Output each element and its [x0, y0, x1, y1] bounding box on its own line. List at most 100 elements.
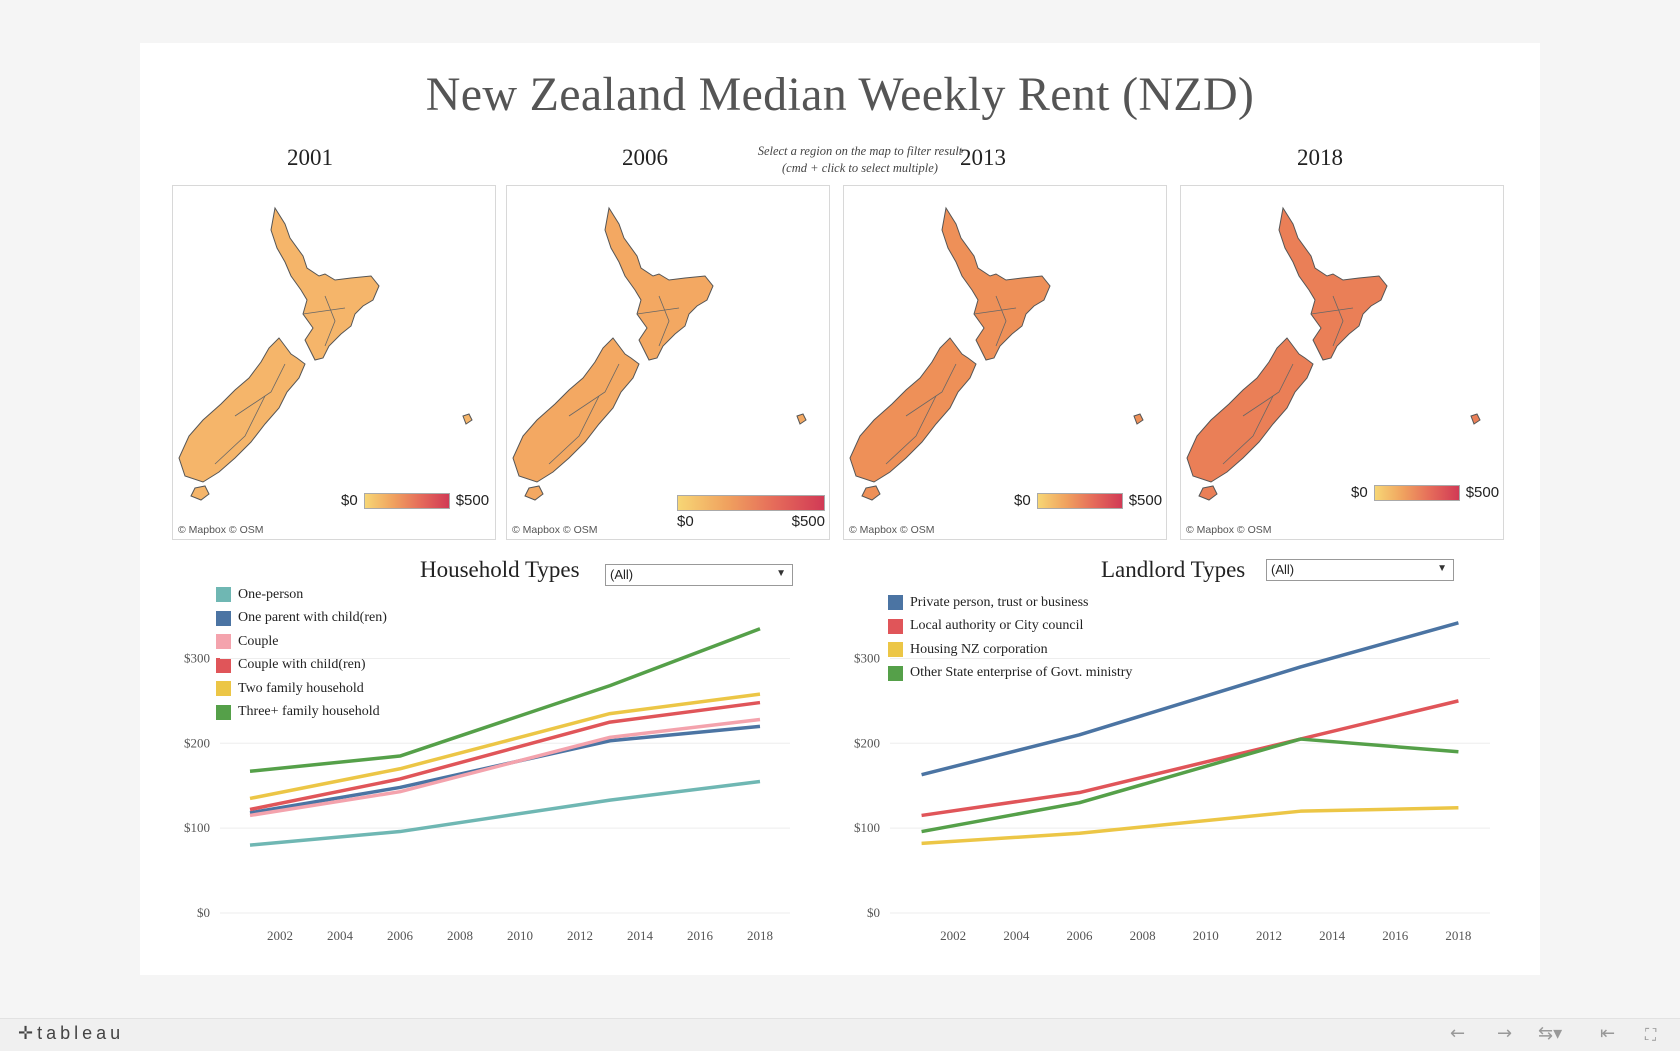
legend-label: Other State enterprise of Govt. ministry: [910, 665, 1133, 681]
color-gradient-bar: [363, 492, 450, 509]
y-tick-label: $300: [854, 650, 880, 665]
y-tick-label: $200: [854, 735, 880, 750]
map-year-label-2006: 2006: [622, 145, 668, 170]
legend-item[interactable]: Private person, trust or business: [888, 591, 1132, 615]
forward-arrow-icon[interactable]: →: [1497, 1023, 1513, 1044]
map-region-chatham-islands[interactable]: [796, 413, 807, 425]
map-region-stewart-island[interactable]: [861, 485, 881, 501]
filter-hint-line2: (cmd + click to select multiple): [782, 161, 938, 175]
x-tick-label: 2018: [747, 928, 773, 943]
series-line[interactable]: [249, 724, 761, 815]
map-region-stewart-island[interactable]: [190, 485, 210, 501]
fullscreen-icon[interactable]: ⛶: [1645, 1025, 1657, 1044]
map-panel-2018[interactable]: $0 $500 © Mapbox © OSM: [1180, 185, 1504, 540]
household-type-dropdown[interactable]: (All) ▼: [605, 564, 793, 586]
back-arrow-icon[interactable]: ←: [1450, 1023, 1466, 1044]
legend-min-label: $0: [1014, 492, 1031, 509]
map-region-boundary: [324, 295, 336, 347]
x-tick-label: 2010: [1193, 928, 1219, 943]
color-legend-2013: $0 $500: [1014, 492, 1162, 509]
legend-label: Local authority or City council: [910, 618, 1084, 634]
legend-item[interactable]: Two family household: [216, 677, 387, 701]
map-panel-2006[interactable]: $0 $500 © Mapbox © OSM: [506, 185, 830, 540]
map-region-south-island[interactable]: [1186, 337, 1314, 483]
map-region-boundary: [885, 395, 937, 465]
x-tick-label: 2004: [1003, 928, 1030, 943]
map-attribution[interactable]: © Mapbox © OSM: [512, 524, 598, 536]
map-region-boundary: [658, 295, 670, 347]
tableau-brand[interactable]: ✛ tableau: [18, 1023, 124, 1044]
nz-map-2018[interactable]: [1181, 186, 1503, 539]
legend-item[interactable]: One-person: [216, 583, 387, 607]
share-icon[interactable]: ⇆▾: [1538, 1023, 1563, 1044]
x-tick-label: 2002: [940, 928, 966, 943]
map-attribution[interactable]: © Mapbox © OSM: [1186, 524, 1272, 536]
reset-icon[interactable]: ⇤: [1600, 1023, 1616, 1044]
map-region-north-island[interactable]: [1278, 206, 1388, 361]
legend-label: Private person, trust or business: [910, 594, 1089, 610]
y-tick-label: $100: [184, 820, 210, 835]
map-region-stewart-island[interactable]: [1198, 485, 1218, 501]
map-region-boundary: [973, 307, 1017, 315]
map-region-north-island[interactable]: [941, 206, 1051, 361]
map-region-stewart-island[interactable]: [524, 485, 544, 501]
legend-item[interactable]: One parent with child(ren): [216, 607, 387, 631]
map-region-south-island[interactable]: [178, 337, 306, 483]
map-region-chatham-islands[interactable]: [1470, 413, 1481, 425]
legend-item[interactable]: Couple with child(ren): [216, 654, 387, 678]
map-panel-2013[interactable]: $0 $500 © Mapbox © OSM: [843, 185, 1167, 540]
x-tick-label: 2008: [1130, 928, 1156, 943]
x-tick-label: 2006: [387, 928, 414, 943]
map-region-south-island[interactable]: [849, 337, 977, 483]
series-line[interactable]: [249, 627, 761, 774]
map-region-north-island[interactable]: [270, 206, 380, 361]
legend-swatch: [888, 595, 903, 611]
filter-hint-line1: Select a region on the map to filter res…: [757, 144, 963, 158]
series-line[interactable]: [921, 737, 1459, 834]
series-line[interactable]: [249, 700, 761, 812]
map-region-boundary: [302, 307, 346, 315]
legend-swatch: [216, 657, 231, 673]
legend-min-label: $0: [341, 492, 358, 509]
household-rent-chart[interactable]: $0 $100 $200 $300 2002 2004 2006 2008 2010 2012 20…: [170, 627, 810, 958]
series-line[interactable]: [921, 621, 1459, 777]
series-line[interactable]: [249, 692, 761, 801]
brand-wordmark: tableau: [37, 1023, 125, 1043]
nz-map-2001[interactable]: [173, 186, 495, 539]
y-tick-label: $0: [197, 905, 210, 920]
landlord-rent-chart[interactable]: $0 $100 $200 $300 2002 2004 2006 2008 2010 2012 20…: [840, 621, 1510, 958]
map-attribution[interactable]: © Mapbox © OSM: [849, 524, 935, 536]
map-region-chatham-islands[interactable]: [1133, 413, 1144, 425]
x-tick-label: 2008: [447, 928, 473, 943]
map-region-chatham-islands[interactable]: [462, 413, 473, 425]
series-line[interactable]: [921, 699, 1459, 818]
x-tick-label: 2018: [1445, 928, 1471, 943]
map-year-label-2013: 2013: [960, 145, 1006, 170]
legend-item[interactable]: Housing NZ corporation: [888, 638, 1132, 662]
series-line[interactable]: [921, 806, 1459, 846]
household-dropdown-value: (All): [610, 567, 634, 582]
landlord-type-dropdown[interactable]: (All) ▼: [1266, 559, 1454, 581]
map-region-boundary: [234, 363, 286, 417]
legend-item[interactable]: Three+ family household: [216, 701, 387, 725]
legend-swatch: [216, 610, 231, 626]
map-region-north-island[interactable]: [604, 206, 714, 361]
legend-item[interactable]: Couple: [216, 630, 387, 654]
series-line[interactable]: [249, 717, 761, 818]
series-line[interactable]: [249, 779, 761, 847]
x-tick-label: 2006: [1066, 928, 1093, 943]
nz-map-2013[interactable]: [844, 186, 1166, 539]
map-region-boundary: [1310, 307, 1354, 315]
dashboard: New Zealand Median Weekly Rent (NZD) 200…: [140, 43, 1540, 975]
nz-map-2006[interactable]: [507, 186, 829, 539]
map-region-boundary: [905, 363, 957, 417]
legend-label: Three+ family household: [238, 704, 380, 720]
chevron-down-icon: ▼: [1437, 563, 1447, 574]
legend-item[interactable]: Local authority or City council: [888, 615, 1132, 639]
x-tick-label: 2010: [507, 928, 533, 943]
legend-item[interactable]: Other State enterprise of Govt. ministry: [888, 662, 1132, 686]
map-attribution[interactable]: © Mapbox © OSM: [178, 524, 264, 536]
map-panel-2001[interactable]: $0 $500 © Mapbox © OSM: [172, 185, 496, 540]
map-region-south-island[interactable]: [512, 337, 640, 483]
color-legend-2001: $0 $500: [341, 492, 489, 509]
